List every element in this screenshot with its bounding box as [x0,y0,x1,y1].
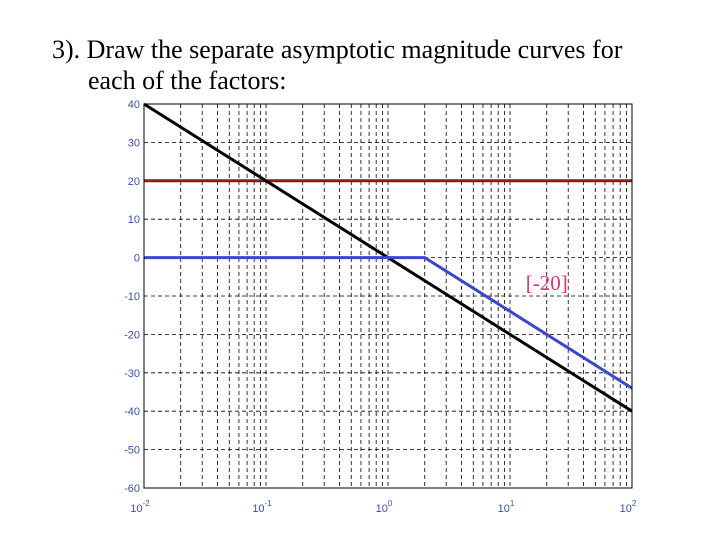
plot-frame [143,103,633,489]
y-tick-label: 10 [128,214,140,226]
slide-heading: 3). Draw the separate asymptotic magnitu… [52,34,712,96]
series-line-3 [144,256,633,390]
chart-series [143,102,633,413]
y-tick-label: -20 [124,329,140,341]
x-tick-label: 102 [620,499,637,515]
heading-line-2: each of the factors: [88,66,287,95]
y-tick-label: 20 [128,176,140,188]
y-tick-label: 40 [128,99,140,111]
y-tick-label: 0 [134,253,140,265]
y-tick-label: -40 [124,406,140,418]
y-tick-label: -10 [124,291,140,303]
x-tick-label: 100 [376,499,393,515]
x-tick-label: 10-2 [130,499,150,515]
x-tick-label: 10-1 [252,499,272,515]
heading-line-1: 3). Draw the separate asymptotic magnitu… [52,35,623,64]
y-tick-label: -30 [124,368,140,380]
y-tick-label: 30 [128,137,140,149]
chart-grid [144,104,632,488]
slope-annotation: [-20] [526,271,568,295]
y-tick-label: -50 [124,445,140,457]
y-tick-label: -60 [124,483,140,495]
x-tick-label: 101 [498,499,515,515]
chart-annotations: [-20] [526,271,568,295]
